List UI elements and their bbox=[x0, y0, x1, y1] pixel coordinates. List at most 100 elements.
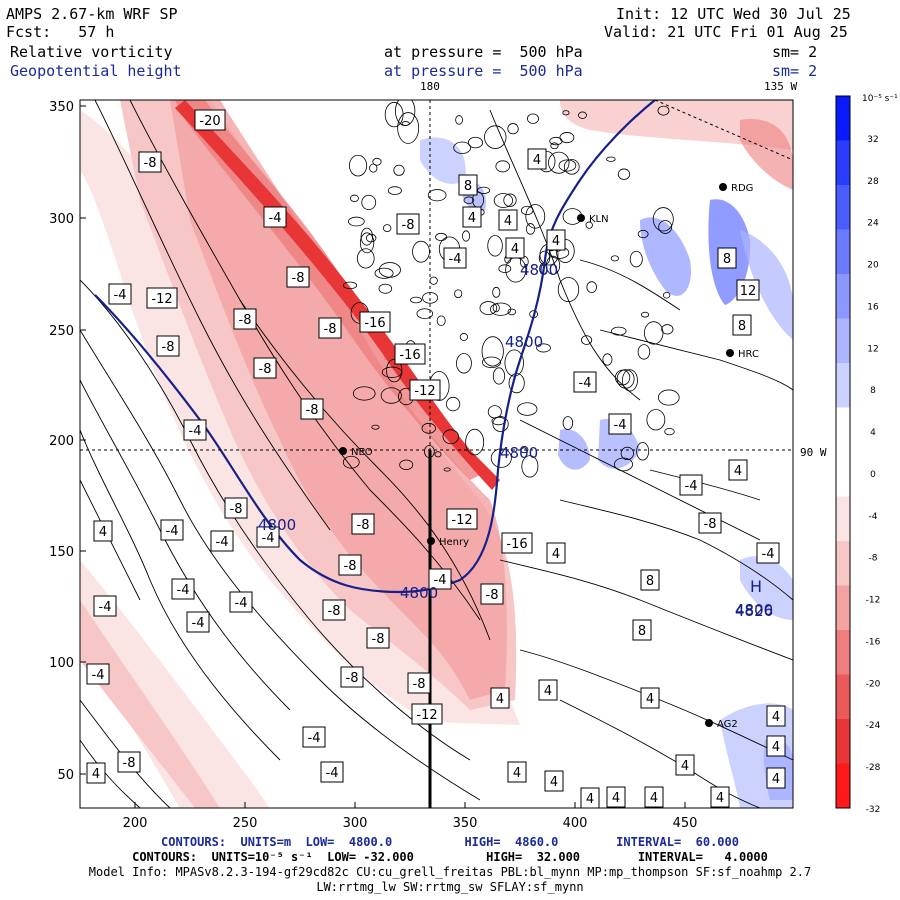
vort-label-box bbox=[573, 371, 597, 393]
vort-label-box bbox=[732, 314, 752, 336]
y-tick-label: 250 bbox=[49, 324, 74, 339]
noise-contour bbox=[621, 369, 638, 392]
colorbar-swatch bbox=[836, 585, 850, 631]
vort-contour-label: 4 bbox=[734, 464, 742, 479]
vort-contour-label: -12 bbox=[451, 513, 472, 528]
vort-label-box bbox=[409, 379, 441, 401]
vort-label-box bbox=[300, 398, 324, 420]
station-label: RDG bbox=[731, 183, 753, 194]
x-axis-ticks: 200 250 300 350 400 450 bbox=[123, 802, 697, 831]
vort-contour-label: 8 bbox=[464, 179, 472, 194]
model-title: AMPS 2.67-km WRF SP bbox=[6, 5, 178, 23]
vort-label-box bbox=[580, 787, 600, 809]
noise-contour bbox=[525, 223, 536, 235]
vort-label-box bbox=[256, 526, 280, 548]
noise-contour bbox=[563, 159, 580, 175]
station-markers: RDG KLN HRC NEO Henry AG2 bbox=[339, 183, 759, 730]
vort-label-box bbox=[756, 542, 780, 564]
colorbar-label: 0 bbox=[870, 470, 876, 480]
noise-contour bbox=[549, 136, 563, 146]
vort-contour-label: -4 bbox=[308, 731, 321, 746]
vort-label-box bbox=[340, 666, 364, 688]
colorbar-label: -12 bbox=[866, 596, 881, 606]
noise-contour bbox=[617, 168, 631, 180]
vort-label-box bbox=[138, 151, 162, 173]
colorbar-swatch bbox=[836, 274, 850, 319]
vort-label-box bbox=[183, 419, 207, 441]
vort-contour-label: -4 bbox=[235, 596, 248, 611]
vort-label-box bbox=[644, 786, 664, 808]
noise-contour bbox=[361, 194, 377, 211]
height-contour-label: 4826 bbox=[735, 602, 773, 620]
vort-label-box bbox=[156, 335, 180, 357]
vort-label-box bbox=[286, 266, 310, 288]
colorbar-swatch bbox=[836, 140, 850, 186]
noise-contour bbox=[611, 326, 627, 336]
footer-vort-contours: CONTOURS: UNITS=10⁻⁵ s⁻¹ LOW= -32.000 HI… bbox=[132, 850, 768, 864]
noise-contour bbox=[602, 353, 613, 366]
vort-contour-label: -4 bbox=[262, 531, 275, 546]
vort-contour-label: -4 bbox=[99, 600, 112, 615]
noise-contour bbox=[657, 105, 670, 116]
colorbar-unit: 10⁻⁵ s⁻¹ bbox=[862, 94, 898, 104]
vort-contour-label: -4 bbox=[434, 573, 447, 588]
vort-contour-label: -8 bbox=[344, 559, 357, 574]
height-contour-label: 4800 bbox=[500, 444, 538, 462]
noise-contour bbox=[652, 207, 674, 232]
noise-contour bbox=[356, 248, 375, 269]
noise-contour bbox=[481, 336, 504, 367]
vort-contour-label: 4 bbox=[504, 214, 512, 229]
noise-contour bbox=[465, 428, 485, 456]
station-label: Henry bbox=[439, 537, 469, 548]
noise-contour bbox=[520, 205, 534, 216]
vort-label-box bbox=[717, 247, 737, 269]
noise-contour bbox=[559, 132, 575, 144]
noise-contour bbox=[359, 232, 375, 254]
vort-label-box bbox=[507, 761, 527, 783]
noise-contour bbox=[498, 264, 512, 274]
noise-contour bbox=[436, 315, 446, 327]
noise-contour bbox=[636, 442, 650, 461]
vort-contour-label: -4 bbox=[579, 376, 592, 391]
noise-contour bbox=[662, 291, 671, 299]
vort-label-box bbox=[224, 497, 248, 519]
x-tick-label: 300 bbox=[343, 816, 368, 831]
noise-contour bbox=[629, 250, 643, 268]
vort-contour-label: -4 bbox=[166, 524, 179, 539]
vort-contour-label: -12 bbox=[414, 384, 435, 399]
colorbar-swatch bbox=[836, 229, 850, 275]
colorbar-swatch bbox=[836, 719, 850, 764]
vort-label-box bbox=[443, 247, 467, 269]
colorbar-swatch bbox=[836, 407, 850, 453]
noise-contour bbox=[640, 311, 650, 318]
vort-label-box bbox=[194, 109, 226, 131]
vort-label-box bbox=[146, 287, 178, 309]
colorbar-swatch bbox=[836, 541, 850, 586]
vort-label-box bbox=[498, 209, 518, 231]
x-tick-label: 200 bbox=[123, 816, 148, 831]
colorbar-label: -28 bbox=[866, 763, 881, 773]
y-tick-label: 300 bbox=[49, 212, 74, 227]
noise-contour bbox=[562, 110, 570, 116]
colorbar-label: 16 bbox=[867, 302, 879, 312]
height-contour-label: 4800 bbox=[258, 516, 296, 534]
field2-smoothing: sm= 2 bbox=[772, 62, 818, 80]
vort-contour-label: 4 bbox=[650, 791, 658, 806]
vort-contour-label: -4 bbox=[192, 616, 205, 631]
vort-label-box bbox=[394, 343, 426, 365]
vort-label-box bbox=[359, 311, 391, 333]
station-dot bbox=[726, 349, 734, 357]
vort-label-box bbox=[160, 519, 184, 541]
vort-label-box bbox=[210, 530, 234, 552]
vort-contour-label: -8 bbox=[144, 156, 157, 171]
noise-contour bbox=[342, 281, 358, 290]
vort-label-box bbox=[86, 762, 106, 784]
noise-contour bbox=[342, 455, 360, 469]
y-tick-label: 200 bbox=[49, 434, 74, 449]
noise-contour bbox=[387, 186, 402, 195]
noise-contour bbox=[606, 156, 616, 162]
noise-contour bbox=[585, 221, 593, 229]
vort-contour-label: -8 bbox=[162, 340, 175, 355]
colorbar-label: 4 bbox=[870, 428, 876, 438]
